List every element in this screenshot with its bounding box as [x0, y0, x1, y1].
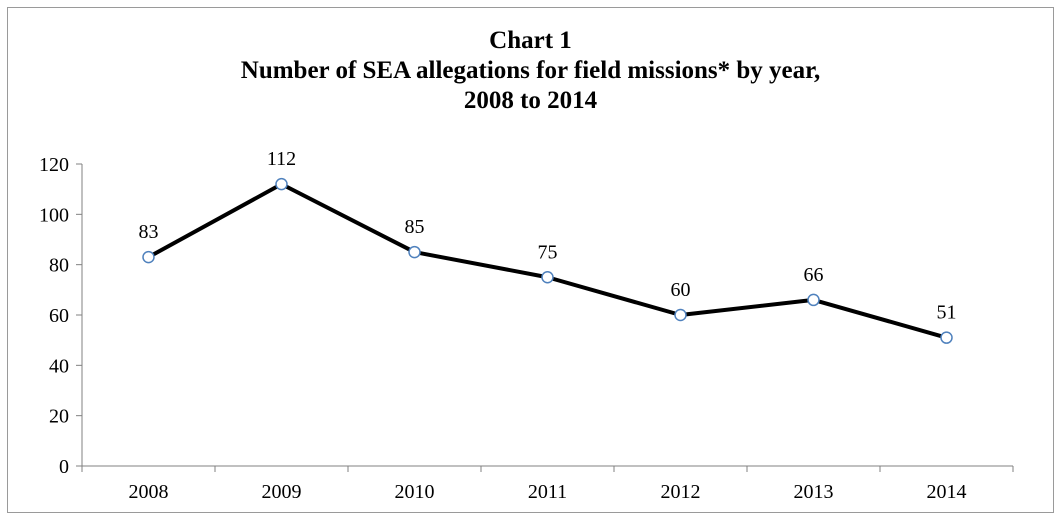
data-label: 60	[671, 279, 691, 301]
y-tick-label: 0	[59, 456, 69, 478]
x-tick-label: 2014	[927, 481, 967, 503]
y-tick-label: 80	[49, 255, 69, 277]
data-point	[674, 308, 687, 322]
chart-title-line-1: Chart 1	[489, 27, 572, 54]
y-tick-label: 120	[39, 154, 69, 176]
data-label: 85	[405, 216, 425, 238]
data-point	[142, 250, 155, 264]
data-point	[408, 245, 421, 259]
y-tick-label: 60	[49, 305, 69, 327]
data-point	[541, 271, 554, 284]
y-tick-label: 40	[49, 355, 69, 377]
y-tick-label: 100	[39, 204, 69, 226]
data-point	[807, 293, 820, 307]
data-point	[275, 177, 288, 191]
data-label: 83	[139, 221, 159, 243]
chart-title-line-2: Number of SEA allegations for field miss…	[240, 57, 821, 84]
data-point	[940, 331, 953, 344]
x-tick-label: 2013	[794, 481, 834, 503]
chart-title-line-3: 2008 to 2014	[463, 87, 598, 114]
x-tick-label: 2010	[395, 481, 435, 503]
chart-container: Chart 1 Number of SEA allegations for fi…	[7, 7, 1054, 513]
x-tick-label: 2009	[262, 481, 302, 503]
data-label: 51	[937, 302, 957, 324]
y-tick-label: 20	[49, 406, 69, 428]
x-tick-label: 2012	[661, 481, 701, 503]
data-label: 75	[538, 241, 558, 263]
data-label: 66	[804, 264, 824, 286]
chart-title: Chart 1 Number of SEA allegations for fi…	[8, 26, 1053, 116]
x-tick-label: 2008	[129, 481, 169, 503]
data-label: 112	[267, 148, 296, 170]
x-tick-label: 2011	[528, 481, 567, 503]
